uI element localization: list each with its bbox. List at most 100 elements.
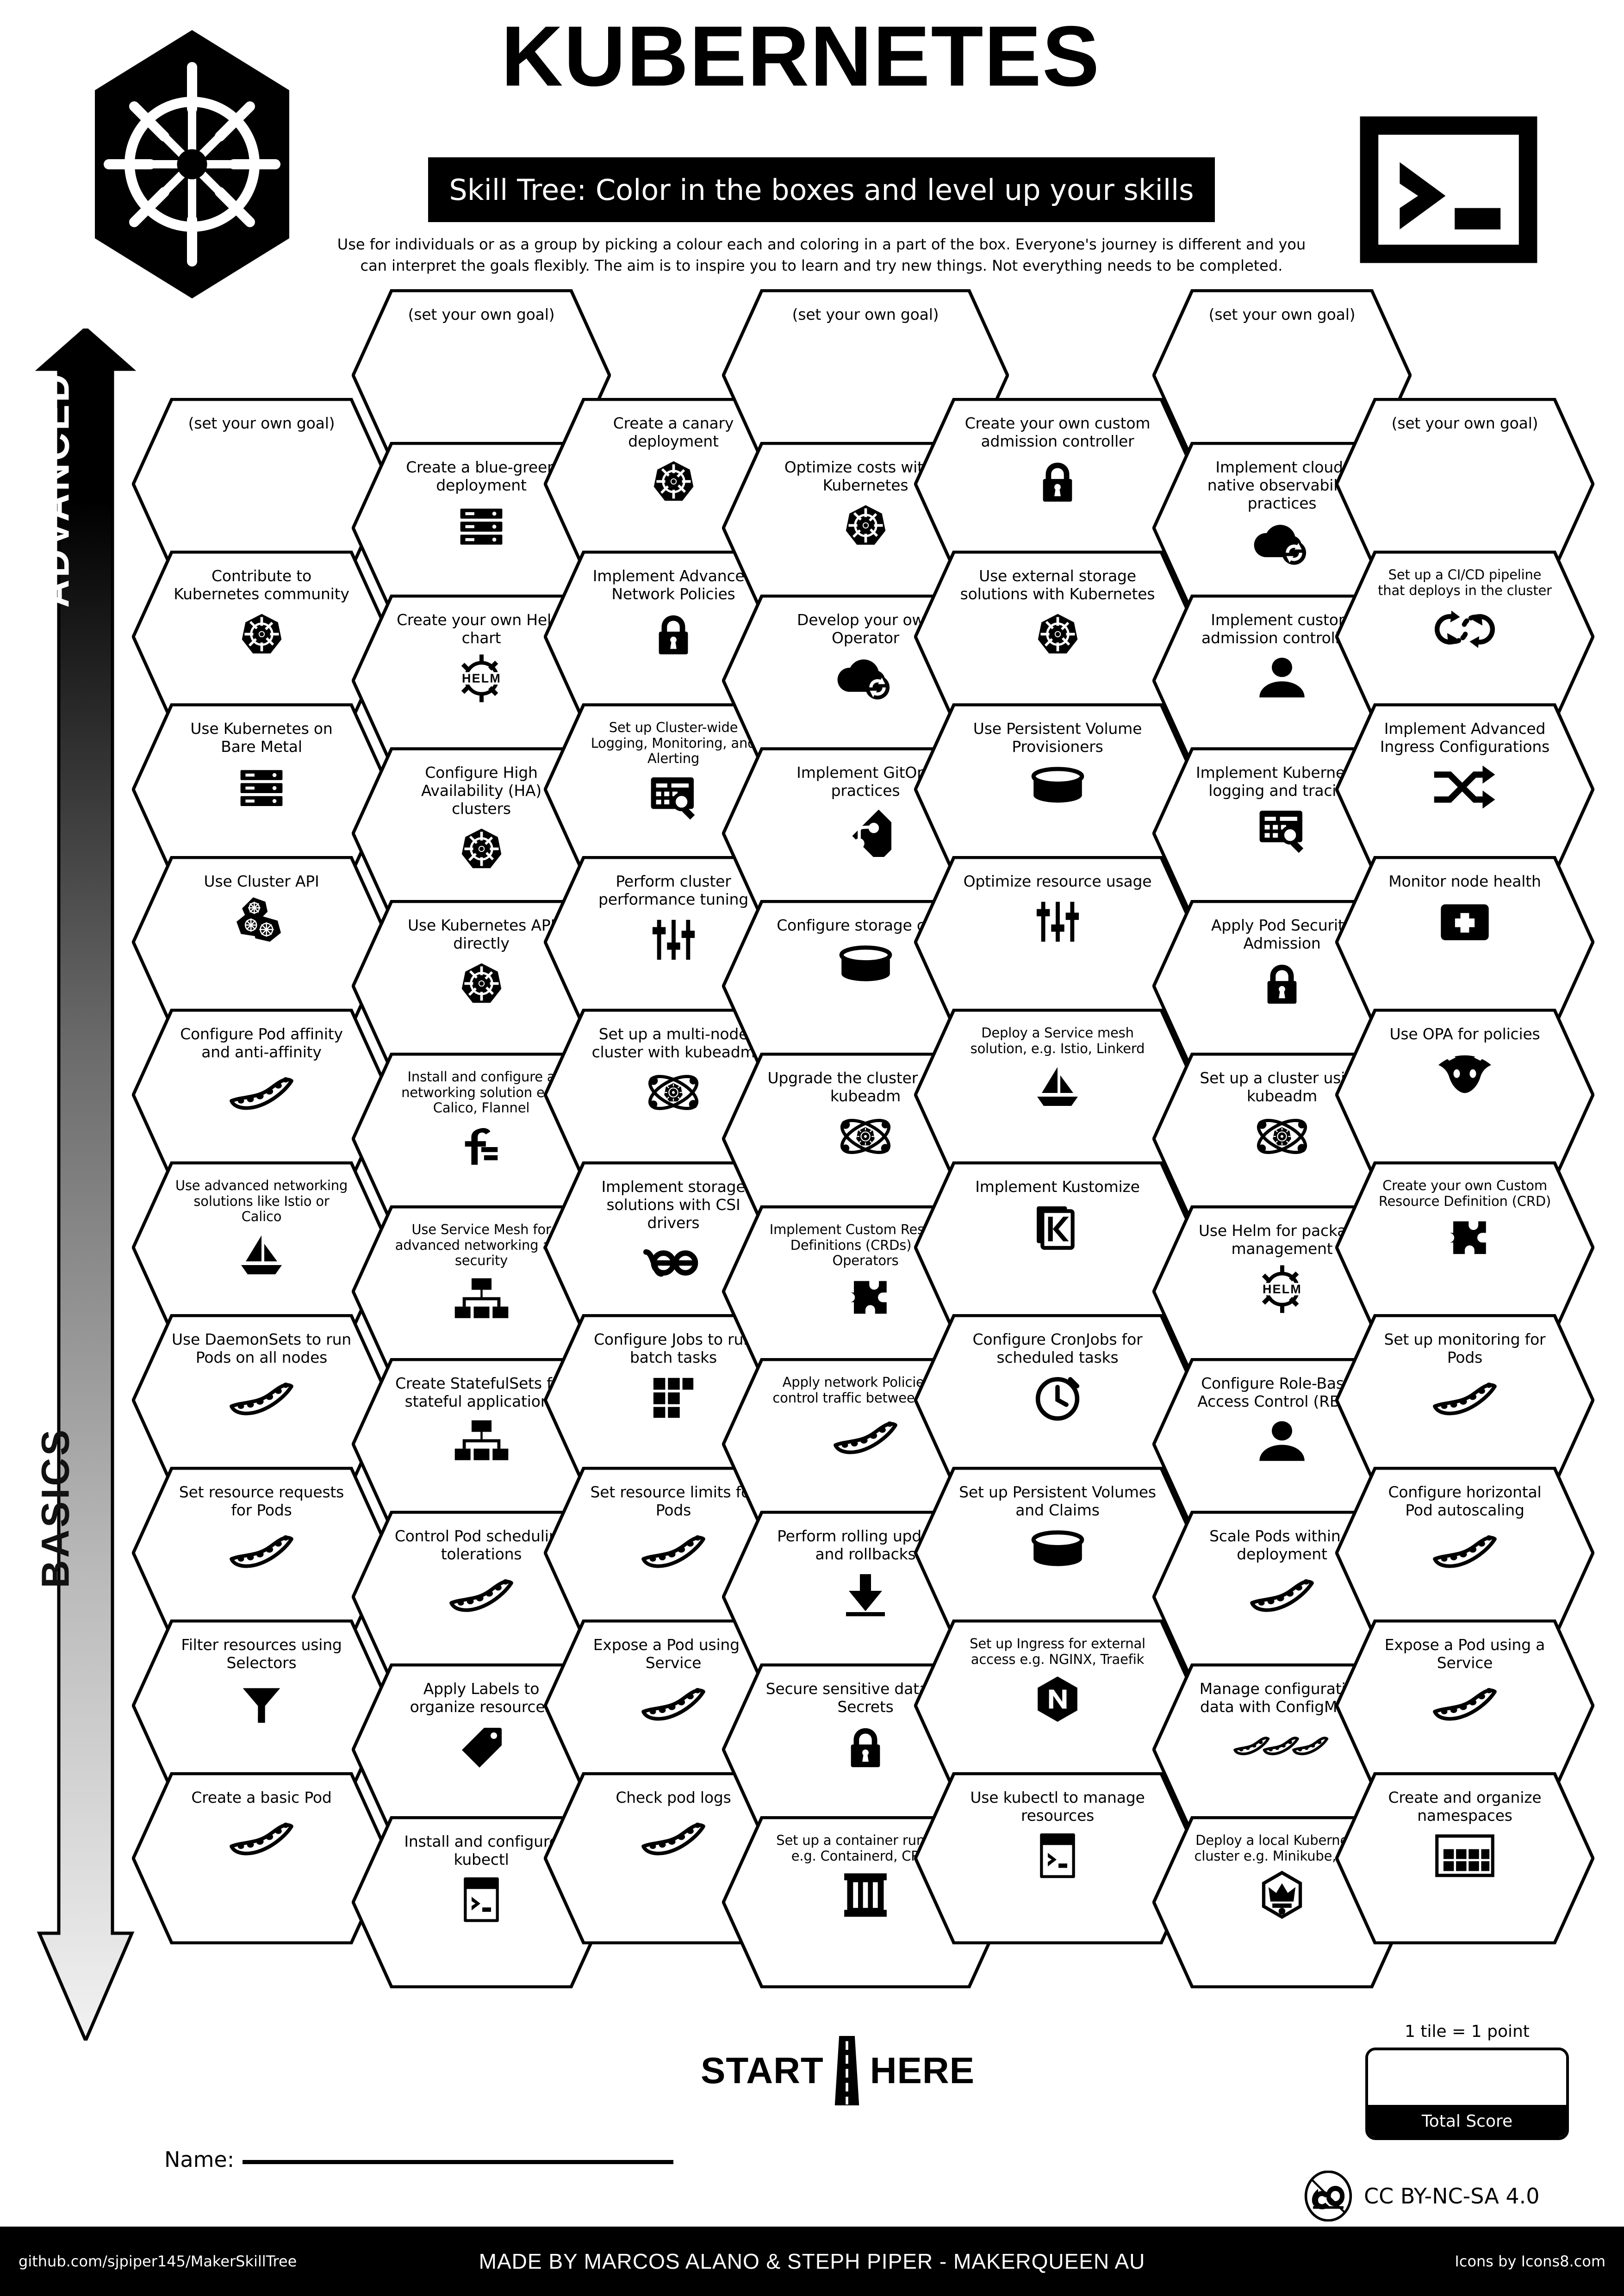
- git-branch-icon: [840, 805, 891, 857]
- skill-hex-tile[interactable]: Use kubectl to manage resources: [914, 1772, 1201, 1944]
- skill-hex-label: Perform cluster performance tuning: [598, 872, 749, 908]
- health-plus-icon: [1437, 900, 1492, 943]
- tile-point-note: 1 tile = 1 point: [1405, 2022, 1530, 2041]
- name-label: Name:: [164, 2147, 235, 2172]
- skill-hex-tile[interactable]: (set your own goal): [722, 289, 1009, 461]
- blocks-icon: [651, 1375, 696, 1421]
- start-here-marker: START HERE: [662, 2034, 1014, 2108]
- mesh-icon: [453, 1276, 510, 1323]
- skill-hex-label: Set up a CI/CD pipeline that deploys in …: [1378, 567, 1552, 598]
- skill-hex-tile[interactable]: Monitor node health: [1335, 856, 1594, 1028]
- atom-k8s-icon: [1252, 1110, 1312, 1163]
- license-row: CC BY-NC-SA 4.0: [1303, 2170, 1540, 2222]
- skill-hex-label: Optimize resource usage: [963, 872, 1152, 890]
- footer-icons-credit[interactable]: Icons by Icons8.com: [1455, 2253, 1605, 2270]
- skill-hex-label: Implement Advanced Ingress Configuration…: [1380, 720, 1550, 756]
- page-header: KUBERNETES Skill Tree: Color in the boxe…: [0, 0, 1624, 305]
- skill-hex-tile[interactable]: Contribute to Kubernetes community: [132, 551, 391, 723]
- database-icon: [1029, 1529, 1087, 1571]
- database-icon: [837, 944, 895, 987]
- k8s-crown-icon: [1258, 1871, 1306, 1919]
- skill-hex-tile[interactable]: Set up monitoring for Pods: [1335, 1314, 1594, 1486]
- skill-hex-label: Set resource limits for Pods: [590, 1483, 757, 1519]
- skill-hex-label: Contribute to Kubernetes community: [174, 567, 349, 603]
- skill-hex-label: Scale Pods within a deployment: [1209, 1527, 1355, 1563]
- skill-hex-label: Create a blue-green deployment: [406, 458, 557, 494]
- skill-hex-label: Create a canary deployment: [613, 414, 734, 450]
- pea-pod-icon: [227, 1529, 296, 1572]
- skill-hex-tile[interactable]: Use Persistent Volume Provisioners: [914, 703, 1201, 875]
- total-score-box[interactable]: Total Score: [1365, 2048, 1569, 2140]
- padlock-icon: [651, 612, 696, 657]
- skill-hex-tile[interactable]: Create and organize namespaces: [1335, 1772, 1594, 1944]
- footer-credit: MADE BY MARCOS ALANO & STEPH PIPER - MAK…: [479, 2249, 1145, 2273]
- kubernetes-logo-icon: [95, 30, 289, 298]
- skill-hex-tile[interactable]: Set up Persistent Volumes and Claims: [914, 1467, 1201, 1639]
- pea-pod-icon: [1431, 1529, 1499, 1572]
- name-input-line[interactable]: [243, 2160, 673, 2164]
- skill-hex-tile[interactable]: Create your own custom admission control…: [914, 398, 1201, 570]
- skill-hex-tile[interactable]: Use DaemonSets to run Pods on all nodes: [132, 1314, 391, 1486]
- skill-hex-tile[interactable]: Use advanced networking solutions like I…: [132, 1161, 391, 1334]
- skill-hex-label: Use kubectl to manage resources: [970, 1788, 1145, 1824]
- skill-hex-label: Configure Jobs to run batch tasks: [594, 1330, 753, 1366]
- skill-hex-label: Control Pod scheduling tolerations: [394, 1527, 568, 1563]
- download-arrow-icon: [842, 1571, 889, 1618]
- atom-k8s-icon: [644, 1066, 703, 1119]
- server-rack-icon: [236, 762, 286, 812]
- skill-hex-label: Set up Ingress for external access e.g. …: [970, 1636, 1145, 1667]
- skill-hex-tile[interactable]: (set your own goal): [132, 398, 391, 570]
- skill-hex-tile[interactable]: Use Kubernetes on Bare Metal: [132, 703, 391, 875]
- skill-hex-tile[interactable]: Set resource requests for Pods: [132, 1467, 391, 1639]
- level-gradient-arrow: [35, 329, 137, 2041]
- skill-hex-tile[interactable]: Deploy a Service mesh solution, e.g. Ist…: [914, 1009, 1201, 1181]
- skill-hex-tile[interactable]: Implement Advanced Ingress Configuration…: [1335, 703, 1594, 875]
- puzzle-icon: [1441, 1218, 1489, 1262]
- nginx-icon: [1034, 1675, 1081, 1722]
- shuffle-icon: [1434, 764, 1496, 810]
- skill-hex-tile[interactable]: Use OPA for policies: [1335, 1009, 1594, 1181]
- score-area: 1 tile = 1 point Total Score: [1365, 2022, 1569, 2140]
- sliders-icon: [651, 917, 696, 962]
- total-score-input[interactable]: [1368, 2050, 1566, 2105]
- skill-hex-tile[interactable]: Configure Pod affinity and anti-affinity: [132, 1009, 391, 1181]
- cloud-sync-icon: [1249, 519, 1315, 568]
- skill-hex-label: Set resource requests for Pods: [179, 1483, 344, 1519]
- skill-hex-label: Use Kubernetes on Bare Metal: [190, 720, 333, 756]
- tag-icon: [458, 1724, 504, 1770]
- skill-hex-tile[interactable]: Set up a CI/CD pipeline that deploys in …: [1335, 551, 1594, 723]
- license-text: CC BY-NC-SA 4.0: [1364, 2184, 1540, 2209]
- skill-hex-tile[interactable]: Create a basic Pod: [132, 1772, 391, 1944]
- skill-hex-label: Create and organize namespaces: [1388, 1788, 1542, 1824]
- skill-hex-label: Set up a multi-node cluster with kubeadm: [591, 1025, 755, 1061]
- skill-hex-tile[interactable]: (set your own goal): [1335, 398, 1594, 570]
- skill-hex-label: Implement Advanced Network Policies: [592, 567, 754, 603]
- skill-hex-tile[interactable]: Create your own Custom Resource Definiti…: [1335, 1161, 1594, 1334]
- skill-hex-label: Use advanced networking solutions like I…: [175, 1178, 348, 1225]
- sliders-icon: [1035, 899, 1080, 944]
- skill-hex-label: Implement Kubernetes logging and tracing: [1196, 763, 1368, 800]
- sailboat-icon: [1034, 1064, 1081, 1111]
- padlock-icon: [843, 1725, 888, 1770]
- footer-github-link[interactable]: github.com/sjpiper145/MakerSkillTree: [19, 2253, 297, 2270]
- here-word: HERE: [870, 2050, 975, 2091]
- skill-hex-label: Deploy a Service mesh solution, e.g. Ist…: [970, 1025, 1145, 1056]
- skill-hex-tile[interactable]: Set up Ingress for external access e.g. …: [914, 1620, 1201, 1792]
- skill-hex-label: Use Cluster API: [204, 872, 319, 890]
- page-footer: github.com/sjpiper145/MakerSkillTree MAD…: [0, 2227, 1624, 2296]
- puzzle-icon: [841, 1278, 890, 1322]
- skill-hex-label: Create a basic Pod: [191, 1788, 332, 1806]
- pea-pod-icon: [447, 1573, 516, 1616]
- skill-hex-tile[interactable]: Optimize resource usage: [914, 856, 1201, 1028]
- skill-hex-tile[interactable]: (set your own goal): [352, 289, 611, 461]
- pea-pod-icon: [1248, 1573, 1316, 1616]
- clock-icon: [1033, 1373, 1082, 1422]
- skill-hex-tile[interactable]: Configure horizontal Pod autoscaling: [1335, 1467, 1594, 1639]
- mesh-icon: [453, 1418, 510, 1465]
- skill-hex-label: Configure Pod affinity and anti-affinity: [180, 1025, 343, 1061]
- skill-hex-label: Expose a Pod using a Service: [1384, 1636, 1545, 1672]
- skill-hex-tile[interactable]: Configure CronJobs for scheduled tasks: [914, 1314, 1201, 1486]
- pea-pods-multi-icon: [1232, 1731, 1332, 1764]
- skill-hex-label: Set up a cluster using kubeadm: [1200, 1069, 1364, 1105]
- skill-hex-tile[interactable]: Expose a Pod using a Service: [1335, 1620, 1594, 1792]
